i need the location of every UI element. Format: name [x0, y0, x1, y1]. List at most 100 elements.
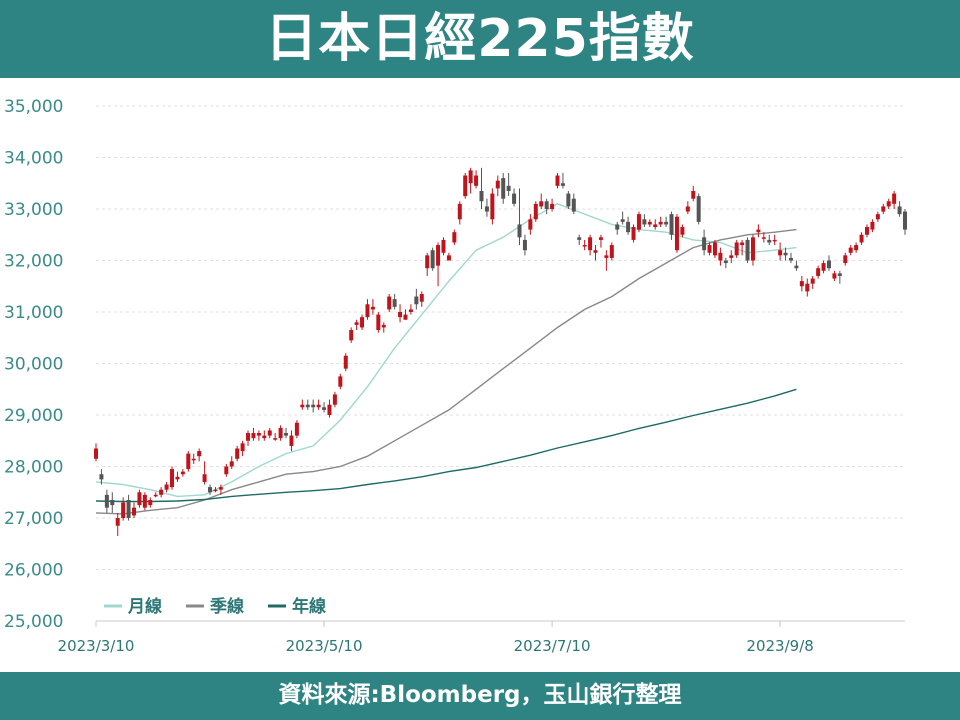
candle-body — [664, 221, 669, 225]
candle-body — [848, 247, 853, 253]
candle-body — [457, 203, 462, 220]
candle-body — [875, 214, 880, 220]
candle — [626, 216, 631, 235]
candle — [403, 309, 408, 320]
candle-body — [381, 324, 386, 328]
candle — [870, 219, 875, 233]
candle — [289, 430, 294, 452]
legend: 月線 季線 年線 — [104, 596, 326, 617]
candle-body — [772, 239, 777, 242]
y-tick-label: 28,000 — [4, 458, 63, 478]
candle-body — [349, 330, 354, 341]
candle-body — [479, 190, 484, 202]
candle-body — [674, 216, 679, 251]
candle-body — [740, 242, 745, 246]
candle-body — [712, 242, 717, 256]
y-tick-label: 34,000 — [4, 149, 63, 169]
candle — [425, 252, 430, 276]
candle — [631, 224, 636, 243]
candle — [408, 304, 413, 315]
candle — [213, 487, 218, 493]
candle-body — [132, 507, 137, 516]
candle-body — [805, 283, 810, 292]
candle-body — [115, 518, 120, 526]
candle-body — [392, 299, 397, 307]
nikkei-candlestick-chart: 25,000 26,000 27,000 28,000 29,000 30,000 31,0… — [4, 97, 907, 655]
candle-body — [360, 317, 365, 328]
candle — [658, 216, 663, 228]
candle — [126, 494, 131, 521]
candle-body — [745, 239, 750, 261]
candle-body — [680, 227, 685, 235]
candle-body — [256, 433, 261, 436]
candle — [463, 172, 468, 199]
candle-body — [441, 239, 446, 253]
candle — [370, 299, 375, 315]
candle — [387, 293, 392, 312]
candle — [778, 242, 783, 261]
candle-body — [343, 355, 348, 369]
candlesticks — [94, 167, 907, 537]
candle — [832, 270, 837, 282]
candle — [262, 430, 267, 441]
candle — [94, 443, 98, 462]
candle-body — [251, 433, 256, 439]
candle — [826, 255, 831, 271]
candle-body — [501, 178, 506, 199]
candle — [338, 373, 343, 390]
candle-body — [723, 260, 728, 264]
candle-body — [555, 175, 560, 186]
candle-body — [273, 438, 278, 440]
candle-body — [474, 175, 479, 186]
candle — [235, 445, 240, 462]
source-note: 資料來源:Bloomberg，玉山銀行整理 — [278, 682, 682, 708]
candle — [110, 492, 115, 513]
candle-body — [718, 252, 723, 261]
candle-body — [783, 252, 788, 256]
candle — [153, 492, 158, 498]
y-axis: 25,000 26,000 27,000 28,000 29,000 30,000 31,0… — [4, 97, 63, 632]
candle-body — [425, 255, 430, 269]
candle — [316, 399, 321, 410]
candle-body — [305, 404, 310, 408]
candle-body — [164, 484, 169, 490]
y-tick-label: 27,000 — [4, 509, 63, 529]
candle — [702, 229, 707, 256]
candle — [533, 201, 538, 222]
candle — [886, 198, 891, 209]
candle — [332, 391, 337, 408]
candle-body — [859, 234, 864, 243]
ma-line-年線 — [95, 388, 797, 503]
candle-body — [137, 492, 142, 506]
candle — [164, 481, 169, 493]
candle-body — [235, 448, 240, 459]
candle — [712, 239, 717, 258]
candle — [848, 245, 853, 256]
candle — [854, 242, 859, 253]
candle-body — [767, 239, 772, 243]
candle — [256, 430, 261, 441]
candle — [642, 214, 647, 228]
y-tick-label: 30,000 — [4, 355, 63, 375]
candle — [821, 260, 826, 274]
candle — [750, 234, 755, 266]
candle — [398, 304, 403, 323]
candle — [897, 201, 902, 217]
candle-body — [696, 196, 701, 222]
candle-body — [653, 224, 658, 228]
candle-body — [620, 219, 625, 222]
candle-body — [180, 471, 185, 475]
candle-body — [218, 487, 223, 490]
candle-body — [870, 221, 875, 230]
candle — [115, 512, 120, 537]
candle-body — [191, 458, 196, 461]
candle — [615, 221, 620, 235]
legend-label: 年線 — [292, 596, 326, 617]
candle — [392, 293, 397, 310]
candle — [685, 201, 690, 215]
candle — [104, 489, 109, 513]
candle-body — [729, 255, 734, 258]
candle — [349, 327, 354, 343]
candle — [452, 229, 457, 246]
candle — [495, 175, 500, 197]
